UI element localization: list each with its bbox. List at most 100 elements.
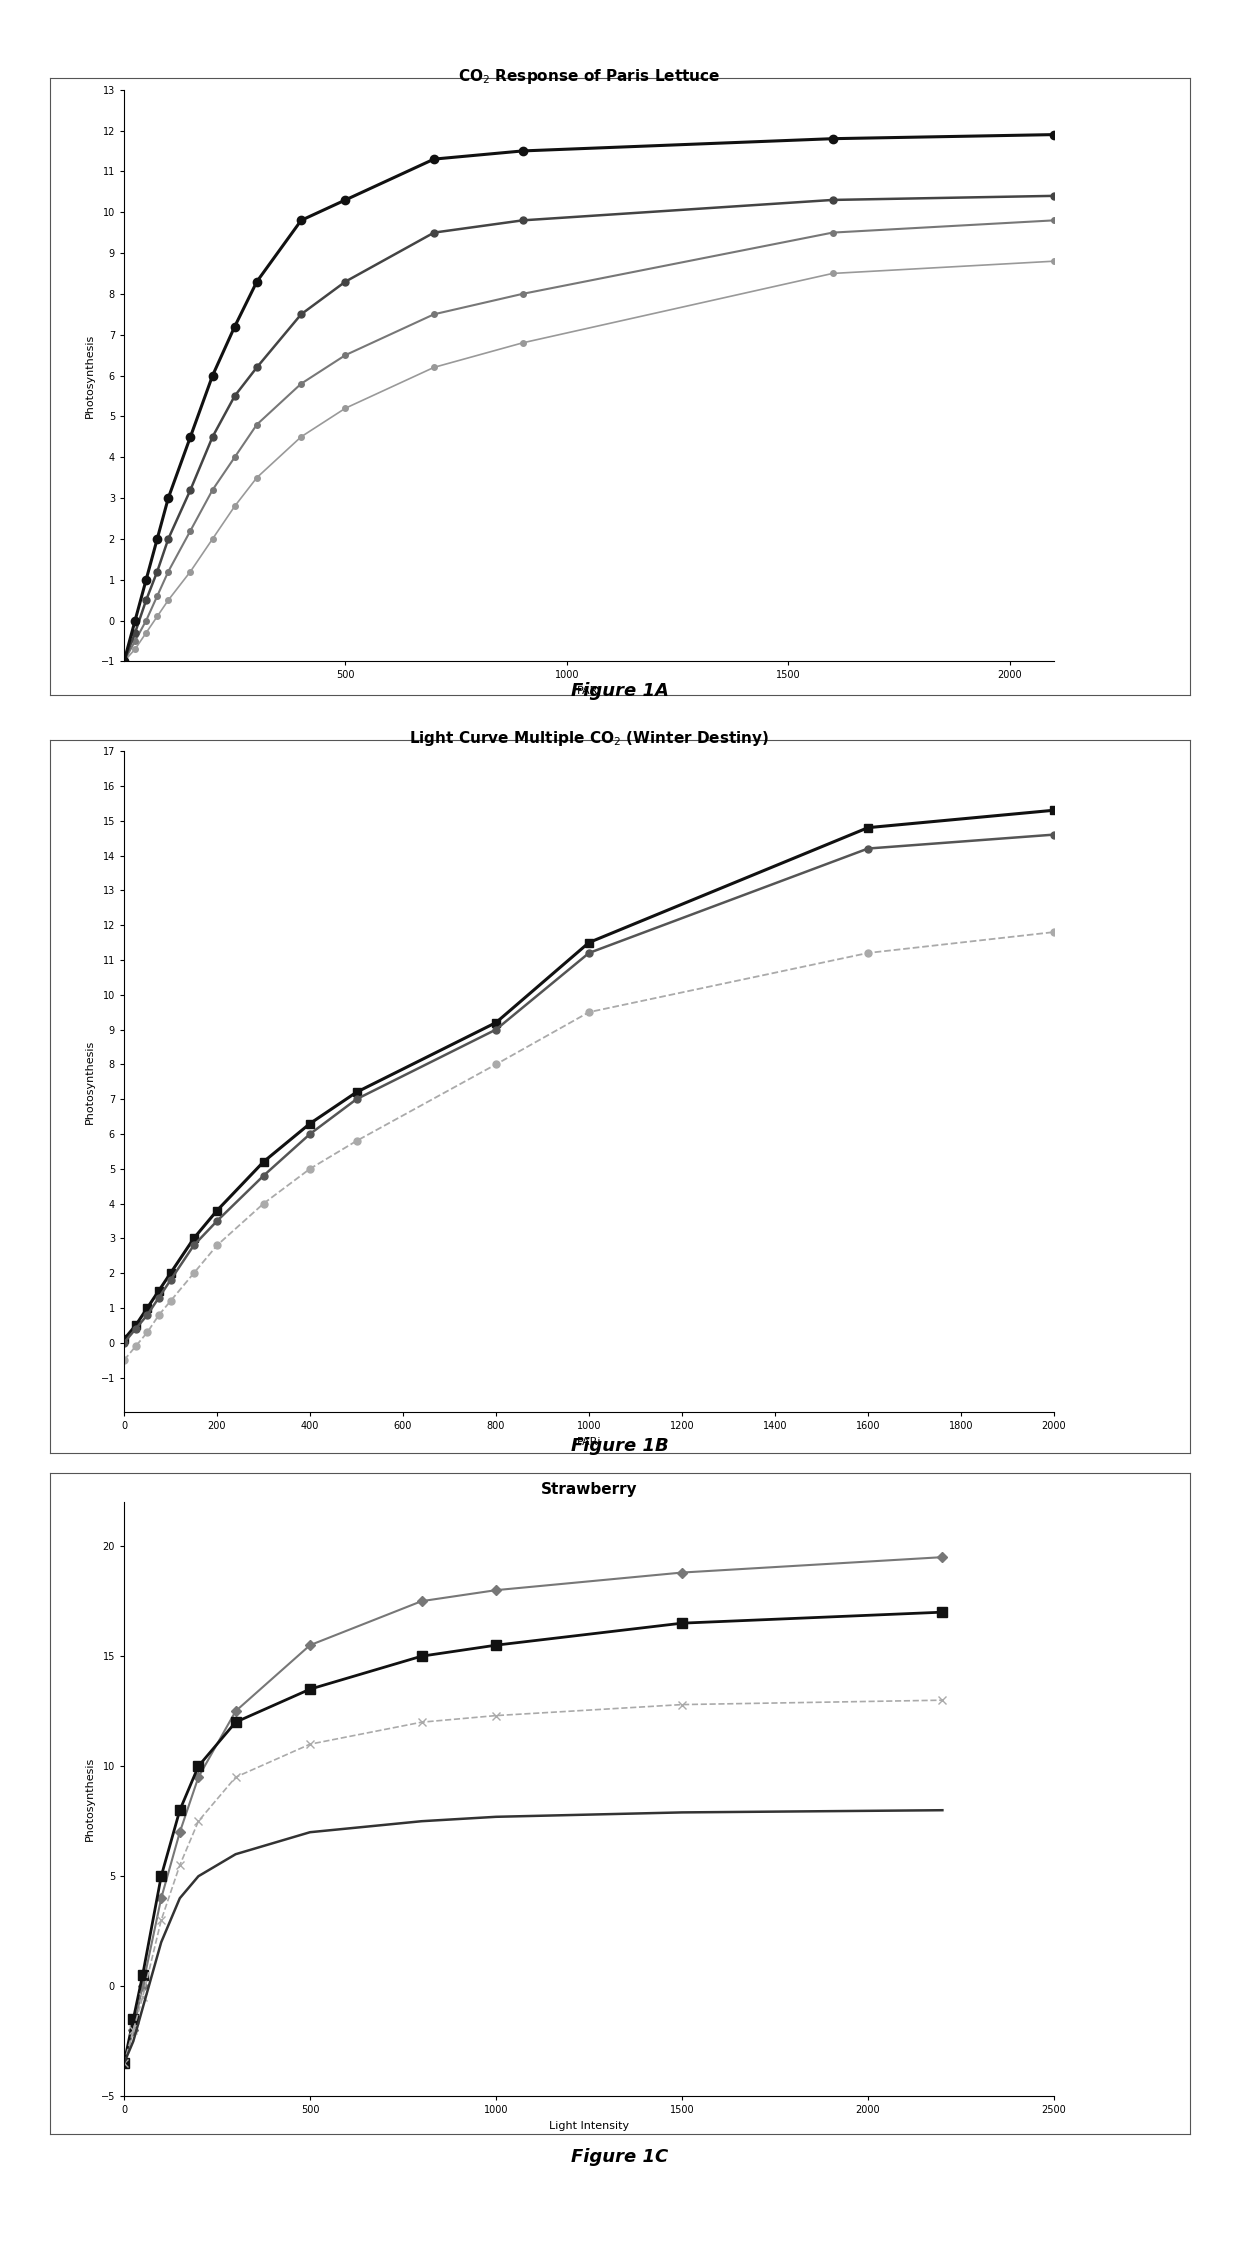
350 ppm bbox=[139, 567, 154, 594]
300 ppm bbox=[294, 300, 309, 327]
CO2 400 bbox=[117, 2049, 131, 2076]
500 ppm bbox=[117, 1325, 131, 1352]
CO2 300 bbox=[135, 1984, 150, 2011]
400 ppm bbox=[140, 1303, 155, 1330]
CO2 200 bbox=[935, 1796, 950, 1823]
Line: CO2 400: CO2 400 bbox=[119, 1608, 947, 2067]
500 ppm bbox=[489, 1009, 503, 1036]
CO2 200 bbox=[191, 1863, 206, 1890]
250 ppm bbox=[249, 410, 264, 437]
Line: 200 ppm: 200 ppm bbox=[122, 258, 1056, 664]
500 ppm bbox=[303, 1110, 317, 1137]
200 ppm bbox=[205, 525, 219, 552]
400 ppm bbox=[255, 1161, 270, 1188]
Line: 350 ppm: 350 ppm bbox=[120, 130, 1058, 666]
500 ppm bbox=[861, 814, 875, 841]
500 ppm bbox=[164, 1260, 179, 1287]
CO2 200 bbox=[675, 1798, 689, 1825]
CO2 500 bbox=[154, 1886, 169, 1912]
CO2 500 bbox=[414, 1587, 429, 1614]
300 ppm bbox=[161, 525, 176, 552]
500 ppm bbox=[582, 928, 596, 955]
CO2 200 bbox=[228, 1841, 243, 1868]
350 ppm bbox=[294, 206, 309, 233]
300 ppm bbox=[582, 998, 596, 1025]
500 ppm bbox=[151, 1278, 166, 1305]
CO2 500 bbox=[675, 1558, 689, 1585]
CO2 400 bbox=[172, 1796, 187, 1823]
200 ppm bbox=[161, 587, 176, 614]
Line: 300 ppm: 300 ppm bbox=[120, 193, 1058, 666]
CO2 400 bbox=[303, 1675, 317, 1702]
300 ppm bbox=[139, 587, 154, 614]
250 ppm bbox=[128, 628, 143, 655]
350 ppm bbox=[825, 126, 839, 152]
500 ppm bbox=[128, 1312, 143, 1338]
CO2 200 bbox=[414, 1807, 429, 1834]
X-axis label: Light Intensity: Light Intensity bbox=[549, 2121, 629, 2130]
300 ppm bbox=[151, 1303, 166, 1330]
CO2 200 bbox=[303, 1818, 317, 1845]
200 ppm bbox=[117, 648, 131, 675]
300 ppm bbox=[427, 220, 441, 247]
200 ppm bbox=[1047, 249, 1061, 276]
200 ppm bbox=[139, 619, 154, 646]
200 ppm bbox=[825, 260, 839, 287]
350 ppm bbox=[1047, 121, 1061, 148]
300 ppm bbox=[117, 1347, 131, 1374]
CO2 200 bbox=[135, 1995, 150, 2022]
400 ppm bbox=[861, 834, 875, 861]
CO2 200 bbox=[172, 1886, 187, 1912]
250 ppm bbox=[161, 558, 176, 585]
CO2 400 bbox=[489, 1632, 503, 1659]
CO2 300 bbox=[172, 1852, 187, 1879]
300 ppm bbox=[339, 269, 353, 296]
300 ppm bbox=[861, 939, 875, 966]
300 ppm bbox=[150, 558, 165, 585]
200 ppm bbox=[128, 637, 143, 664]
300 ppm bbox=[186, 1260, 201, 1287]
250 ppm bbox=[427, 300, 441, 327]
200 ppm bbox=[249, 464, 264, 491]
X-axis label: PARi: PARi bbox=[577, 686, 601, 695]
CO2 300 bbox=[489, 1702, 503, 1729]
CO2 400 bbox=[935, 1599, 950, 1625]
300 ppm bbox=[489, 1051, 503, 1078]
CO2 400 bbox=[191, 1753, 206, 1780]
Title: Strawberry: Strawberry bbox=[541, 1482, 637, 1498]
300 ppm bbox=[210, 1231, 224, 1258]
300 ppm bbox=[350, 1128, 365, 1155]
300 ppm bbox=[128, 1332, 143, 1359]
CO2 300 bbox=[117, 2049, 131, 2076]
250 ppm bbox=[227, 444, 242, 471]
350 ppm bbox=[249, 269, 264, 296]
CO2 500 bbox=[303, 1632, 317, 1659]
400 ppm bbox=[186, 1231, 201, 1258]
CO2 300 bbox=[303, 1731, 317, 1758]
400 ppm bbox=[151, 1285, 166, 1312]
CO2 400 bbox=[135, 1962, 150, 1989]
Y-axis label: Photosynthesis: Photosynthesis bbox=[86, 334, 95, 417]
250 ppm bbox=[117, 648, 131, 675]
350 ppm bbox=[117, 648, 131, 675]
250 ppm bbox=[1047, 206, 1061, 233]
300 ppm bbox=[128, 619, 143, 646]
Line: CO2 500: CO2 500 bbox=[120, 1554, 946, 2067]
250 ppm bbox=[150, 583, 165, 610]
300 ppm bbox=[249, 354, 264, 381]
350 ppm bbox=[161, 484, 176, 511]
X-axis label: PARi: PARi bbox=[577, 1437, 601, 1446]
Title: CO$_2$ Response of Paris Lettuce: CO$_2$ Response of Paris Lettuce bbox=[458, 67, 720, 87]
CO2 300 bbox=[154, 1906, 169, 1933]
300 ppm bbox=[164, 1287, 179, 1314]
400 ppm bbox=[128, 1316, 143, 1343]
CO2 300 bbox=[228, 1764, 243, 1791]
CO2 500 bbox=[489, 1576, 503, 1603]
300 ppm bbox=[227, 383, 242, 410]
400 ppm bbox=[117, 1330, 131, 1356]
350 ppm bbox=[339, 186, 353, 213]
300 ppm bbox=[515, 206, 529, 233]
400 ppm bbox=[210, 1208, 224, 1235]
CO2 400 bbox=[675, 1610, 689, 1637]
Title: Light Curve Multiple CO$_2$ (Winter Destiny): Light Curve Multiple CO$_2$ (Winter Dest… bbox=[409, 729, 769, 749]
